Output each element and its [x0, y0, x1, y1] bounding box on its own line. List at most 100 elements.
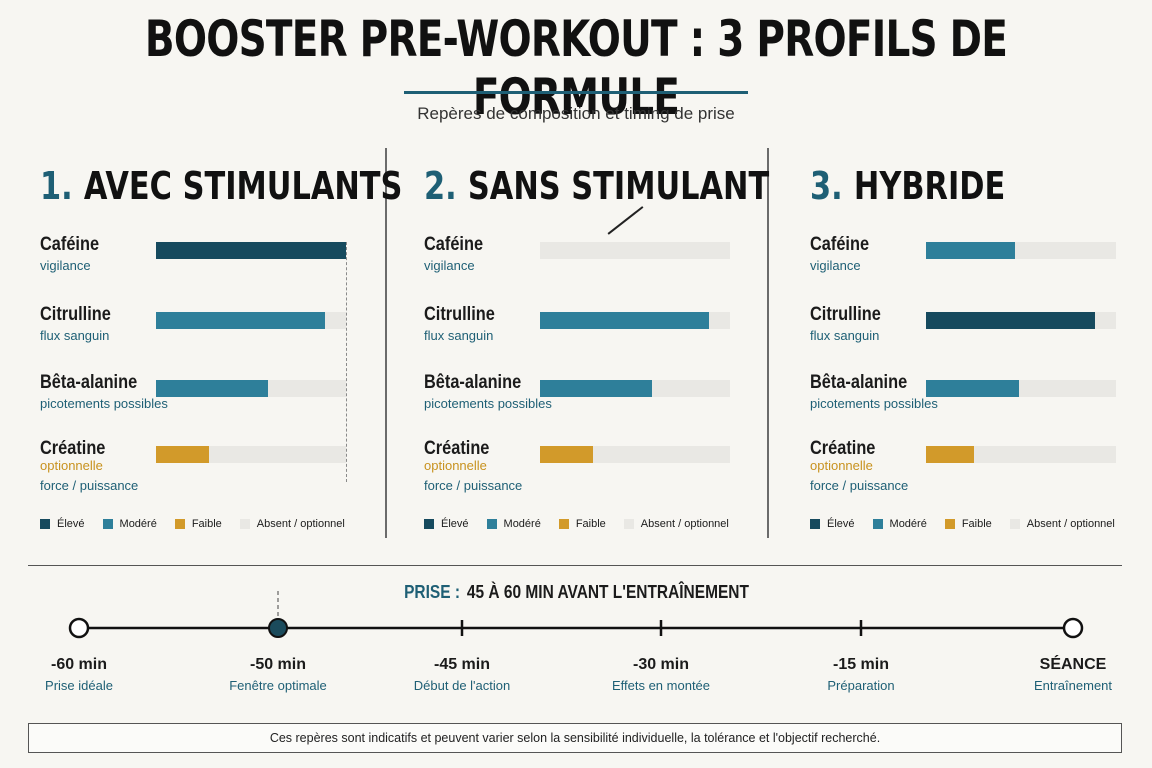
column-divider	[385, 148, 387, 538]
panel-title: 2. SANS STIMULANT	[424, 164, 769, 208]
panel-title: 3. HYBRIDE	[810, 164, 1005, 208]
bar	[156, 242, 346, 259]
ingredient-label: Caféine	[810, 234, 870, 255]
legend-swatch	[623, 519, 634, 529]
bar	[156, 312, 326, 329]
legend-label: Modéré	[503, 518, 541, 530]
timing-heading: PRISE : 45 À 60 MIN AVANT L'ENTRAÎNEMENT	[0, 582, 1152, 603]
ingredient-label: Bêta-alanine	[40, 372, 138, 393]
ingredient-label: Créatine	[810, 438, 876, 459]
legend-swatch	[486, 519, 497, 529]
bar-track	[926, 446, 1116, 463]
legend-label: Faible	[961, 518, 992, 530]
legend-label: Faible	[575, 518, 606, 530]
profile-panel: 3. HYBRIDE Caféine vigilance Citrulline flux …	[810, 150, 1150, 545]
ingredient-sub: vigilance	[424, 258, 475, 273]
bar-track	[156, 446, 346, 463]
page-subtitle: Repères de composition et timing de pris…	[417, 104, 735, 123]
ingredient-row: Créatine optionnelle force / puissance	[40, 438, 380, 498]
legend-item: Absent / optionnel	[623, 518, 729, 530]
bar	[926, 446, 974, 463]
ingredient-sub: force / puissance	[810, 478, 909, 493]
timeline-graphic	[68, 590, 1084, 639]
panel-number: 3.	[810, 164, 843, 208]
timeline-sublabel: Fenêtre optimale	[229, 678, 327, 693]
ingredient-sub: vigilance	[810, 258, 861, 273]
profile-panel: 1. AVEC STIMULANTS Caféine vigilance Citrull…	[40, 150, 402, 545]
ingredient-row: Caféine vigilance	[810, 234, 1150, 294]
legend-item: Faible	[558, 518, 606, 530]
panel-title: 1. AVEC STIMULANTS	[40, 164, 402, 208]
legend-label: Faible	[191, 518, 222, 530]
legend-item: Absent / optionnel	[239, 518, 345, 530]
panel-title-text: AVEC STIMULANTS	[83, 164, 403, 208]
ingredient-label: Citrulline	[40, 304, 111, 325]
timeline-sublabel: Préparation	[827, 678, 895, 693]
ingredient-sub: force / puissance	[40, 478, 139, 493]
legend-swatch	[810, 519, 820, 529]
timeline-sublabel: Prise idéale	[45, 678, 113, 693]
legend-item: Élevé	[40, 518, 85, 530]
ingredient-label: Créatine	[424, 438, 490, 459]
bar-track	[926, 380, 1116, 397]
ingredient-row: Caféine vigilance	[424, 206, 764, 294]
panel-number: 1.	[40, 164, 73, 208]
timing-key: PRISE :	[403, 582, 460, 602]
legend-item: Élevé	[424, 518, 469, 530]
legend-item: Absent / optionnel	[1009, 518, 1115, 530]
timeline-label: -45 min	[433, 656, 490, 673]
ingredient-sub: picotements possibles	[424, 396, 552, 411]
bar	[156, 446, 210, 463]
ingredient-sub: picotements possibles	[810, 396, 938, 411]
timeline-endpoint	[68, 617, 90, 639]
bar-track	[540, 312, 730, 329]
timeline-sublabel: Début de l'action	[413, 678, 511, 693]
bar-track	[540, 380, 730, 397]
section-divider	[28, 565, 1122, 566]
legend-swatch	[944, 519, 955, 529]
panel-title-text: SANS STIMULANT	[467, 164, 770, 208]
absent-slash	[607, 206, 644, 235]
legend-item: Faible	[944, 518, 992, 530]
max-reference-line	[346, 242, 347, 482]
legend-label: Absent / optionnel	[256, 518, 345, 530]
bar-track	[926, 312, 1116, 329]
timeline-sublabel: Entraînement	[1033, 678, 1113, 693]
title-underline	[404, 91, 748, 94]
legend-label: Modéré	[889, 518, 927, 530]
legend-item: Élevé	[810, 518, 855, 530]
legend-swatch	[1009, 519, 1020, 529]
bar	[540, 312, 710, 329]
ingredient-label: Caféine	[40, 234, 100, 255]
bar-track	[540, 446, 730, 463]
ingredient-optional: optionnelle	[810, 458, 873, 473]
legend: Élevé Modéré Faible Absent / optionnel	[40, 518, 380, 530]
legend: Élevé Modéré Faible Absent / optionnel	[424, 518, 764, 530]
ingredient-row: Citrulline flux sanguin	[40, 304, 380, 364]
ingredient-row: Bêta-alanine picotements possibles	[40, 372, 380, 432]
ingredient-row: Créatine optionnelle force / puissance	[424, 438, 764, 498]
bar-track	[540, 206, 730, 259]
bar	[926, 380, 1020, 397]
ingredient-sub: picotements possibles	[40, 396, 168, 411]
legend-swatch	[40, 519, 50, 529]
ingredient-row: Citrulline flux sanguin	[810, 304, 1150, 364]
legend-swatch	[102, 519, 113, 529]
bar-track	[156, 242, 346, 259]
legend: Élevé Modéré Faible Absent / optionnel	[810, 518, 1150, 530]
legend-swatch	[424, 519, 434, 529]
legend-label: Absent / optionnel	[1026, 518, 1115, 530]
ingredient-row: Caféine vigilance	[40, 234, 380, 294]
ingredient-label: Citrulline	[810, 304, 881, 325]
ingredient-sub: flux sanguin	[40, 328, 110, 343]
profile-panel: 2. SANS STIMULANT Caféine vigilance Citrulli…	[424, 150, 769, 545]
legend-item: Modéré	[102, 518, 157, 530]
ingredient-optional: optionnelle	[40, 458, 103, 473]
ingredient-sub: force / puissance	[424, 478, 523, 493]
legend-swatch	[239, 519, 250, 529]
panel-title-text: HYBRIDE	[853, 164, 1006, 208]
ingredient-row: Créatine optionnelle force / puissance	[810, 438, 1150, 498]
ingredient-label: Citrulline	[424, 304, 495, 325]
ingredient-row: Citrulline flux sanguin	[424, 304, 764, 364]
legend-swatch	[558, 519, 569, 529]
